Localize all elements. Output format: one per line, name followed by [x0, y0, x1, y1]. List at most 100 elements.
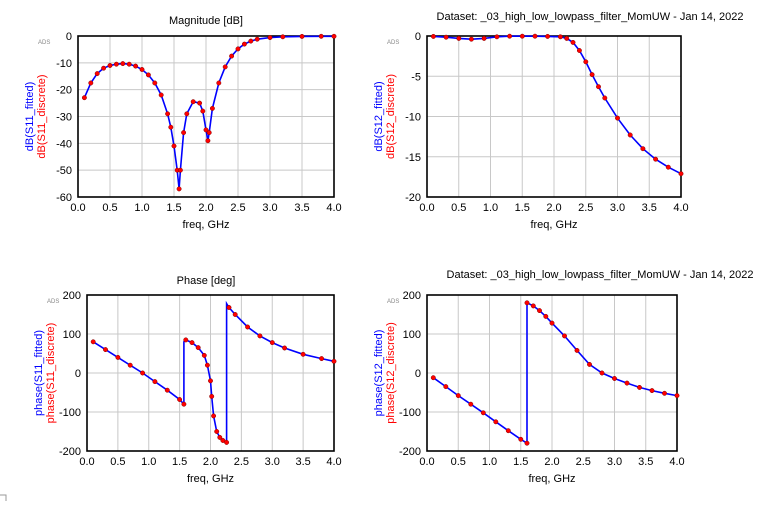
data-point	[103, 347, 108, 353]
data-point	[524, 300, 530, 306]
x-tick-label: 2.0	[203, 456, 218, 468]
chart-panel-2: Dataset: _03_high_low_lowpass_filter_Mom…	[373, 11, 743, 231]
data-point	[206, 130, 212, 136]
data-point	[300, 351, 306, 357]
data-point	[532, 33, 538, 39]
data-point	[81, 95, 87, 101]
x-tick-label: 1.5	[172, 456, 187, 468]
data-point	[184, 111, 190, 117]
x-tick-label: 0.0	[419, 202, 434, 214]
data-point	[481, 35, 487, 41]
data-point	[282, 345, 288, 351]
y-tick-label: 100	[63, 329, 81, 341]
data-point	[127, 362, 133, 368]
data-point	[211, 413, 217, 419]
x-tick-label: 3.0	[610, 202, 625, 214]
data-point	[557, 34, 563, 40]
x-tick-label: 1.0	[141, 456, 156, 468]
data-point	[637, 384, 642, 390]
x-tick-label: 2.0	[546, 202, 561, 214]
x-tick-label: 4.0	[326, 456, 341, 468]
data-point	[269, 340, 275, 346]
chart-panel-3: Phase [deg] ADS 0.0 0.5 1.0 1.5 2.0 2.5 3.0 3.5 4.…	[33, 275, 342, 485]
data-point	[164, 387, 170, 393]
data-point	[549, 320, 555, 326]
data-point	[570, 39, 576, 45]
x-tick-label: 2.5	[234, 456, 249, 468]
data-point	[480, 410, 486, 416]
data-point	[245, 324, 251, 330]
data-point	[602, 95, 608, 101]
data-point	[120, 61, 126, 67]
y-tick-label: 0	[66, 31, 72, 43]
y-tick-label: -10	[56, 58, 72, 70]
x-tick-label: 3.0	[265, 456, 280, 468]
data-point	[254, 36, 260, 42]
y-axis-label-2: phase(S12_discrete)	[385, 322, 397, 424]
data-point	[222, 64, 228, 70]
corner-mark	[0, 494, 7, 501]
y-tick-label: -20	[56, 85, 72, 97]
data-point	[216, 80, 222, 86]
chart-title: Dataset: _03_high_low_lowpass_filter_Mom…	[447, 269, 754, 281]
data-point	[319, 356, 325, 362]
data-point	[653, 156, 659, 162]
plot-frame	[426, 294, 678, 452]
data-point	[674, 393, 680, 399]
data-point	[280, 34, 286, 40]
x-tick-label: 2.0	[198, 202, 213, 214]
x-tick-label: 1.5	[515, 202, 530, 214]
data-point	[455, 393, 461, 399]
ads-watermark: ADS	[387, 40, 399, 46]
data-point	[197, 100, 203, 106]
data-point	[181, 130, 187, 136]
data-point	[133, 63, 139, 69]
y-axis-label-1: phase(S11_fitted)	[33, 330, 45, 416]
x-tick-label: 0.5	[451, 202, 466, 214]
data-point	[115, 354, 121, 360]
x-axis-label: freq, GHz	[530, 219, 577, 231]
plot-frame	[77, 35, 335, 198]
data-point	[587, 361, 592, 367]
x-tick-label: 1.0	[483, 202, 498, 214]
x-tick-label: 4.0	[669, 456, 684, 468]
data-point	[101, 65, 107, 71]
x-tick-label: 3.5	[638, 456, 653, 468]
data-point	[90, 339, 96, 345]
data-point	[649, 388, 655, 394]
data-point	[662, 390, 667, 396]
x-tick-label: 0.5	[102, 202, 117, 214]
data-point	[113, 61, 119, 67]
series-line-1	[92, 300, 335, 444]
y-tick-label: 200	[63, 290, 81, 302]
data-point	[203, 127, 209, 133]
x-tick-label: 3.5	[295, 456, 310, 468]
data-point	[217, 434, 223, 440]
x-tick-label: 1.0	[134, 202, 149, 214]
data-point	[530, 303, 536, 309]
x-tick-label: 4.0	[673, 202, 688, 214]
data-point	[145, 72, 151, 78]
data-point	[468, 401, 474, 407]
y-tick-label: 200	[403, 290, 421, 302]
data-point	[165, 111, 171, 117]
data-point	[232, 312, 238, 317]
data-point	[562, 333, 567, 339]
data-point	[226, 305, 232, 310]
data-point	[331, 358, 337, 364]
x-tick-label: 3.5	[294, 202, 309, 214]
x-axis-label: freq, GHz	[187, 473, 234, 485]
y-tick-label: -5	[411, 71, 421, 83]
data-point	[241, 41, 247, 47]
x-tick-label: 1.0	[482, 456, 497, 468]
x-tick-label: 2.5	[230, 202, 245, 214]
data-point	[545, 33, 551, 39]
plot-frame	[86, 294, 335, 452]
data-point	[209, 105, 215, 111]
data-point	[126, 61, 132, 67]
data-point	[299, 33, 305, 39]
data-point	[468, 36, 474, 42]
data-point	[107, 63, 113, 68]
data-point	[181, 401, 187, 407]
